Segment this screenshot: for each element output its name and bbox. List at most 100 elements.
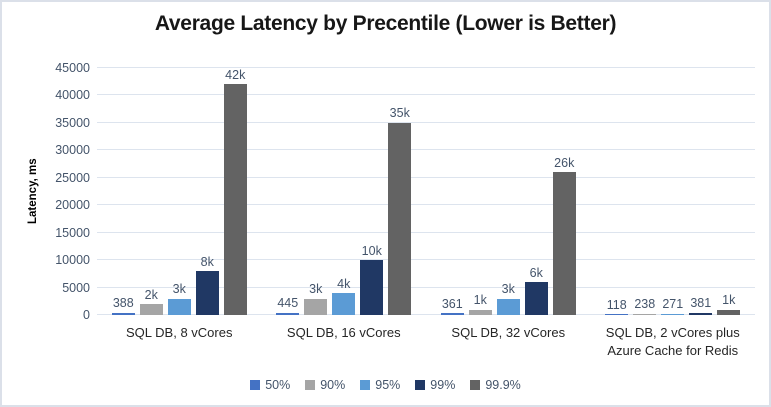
bar-value-label: 118 (606, 297, 627, 312)
bar-wrap: 26k (552, 68, 576, 315)
x-axis-category-label: SQL DB, 2 vCores plus Azure Cache for Re… (605, 325, 740, 358)
bar-value-label: 1k (722, 293, 736, 308)
bar (605, 314, 629, 315)
bar-value-label: 361 (441, 296, 463, 311)
legend: 50% 90% 95% 99% 99.9% (2, 378, 769, 392)
y-tick-label: 45000 (55, 61, 90, 75)
legend-label: 99% (430, 378, 456, 392)
bar-value-label: 2k (144, 287, 158, 302)
bar-value-label: 1k (473, 293, 487, 308)
gridline (97, 259, 755, 261)
legend-item: 99% (415, 378, 455, 392)
bar (304, 298, 328, 315)
bar (276, 312, 300, 315)
bar-wrap: 3k (167, 68, 191, 315)
bar (661, 313, 685, 315)
bar (223, 84, 247, 315)
plot-area: 388 2k 3k 8k 42k 445 3k 4k 10k 35k 361 1k 3k 6k 26k 118… (97, 67, 755, 315)
bar (524, 282, 548, 315)
bar-group: 361 1k 3k 6k 26k (426, 68, 591, 315)
bar-value-label: 271 (662, 297, 684, 312)
bar-wrap: 10k (360, 68, 384, 315)
bar (717, 309, 741, 315)
legend-swatch (250, 380, 261, 390)
gridline (97, 149, 755, 151)
legend-item: 90% (305, 378, 345, 392)
legend-item: 95% (360, 378, 400, 392)
bar (388, 122, 412, 315)
bar-value-label: 3k (309, 282, 323, 297)
bar-wrap: 381 (689, 68, 713, 315)
bar-wrap: 3k (496, 68, 520, 315)
gridline (97, 67, 755, 68)
legend-item: 50% (250, 378, 290, 392)
bar-wrap: 445 (276, 68, 300, 315)
y-tick-label: 25000 (55, 170, 90, 185)
bar (552, 172, 576, 315)
y-tick-label: 30000 (55, 143, 90, 158)
bar-wrap: 1k (468, 68, 492, 315)
bar (496, 298, 520, 315)
y-tick-label: 0 (83, 308, 90, 322)
bar (139, 304, 163, 315)
bar-value-label: 10k (361, 243, 382, 258)
legend-swatch (360, 380, 371, 390)
bar (468, 309, 492, 315)
bar (195, 271, 219, 315)
legend-swatch (305, 380, 316, 390)
bar-wrap: 238 (633, 68, 657, 315)
bar-value-label: 26k (554, 155, 575, 170)
x-axis-category-label: SQL DB, 16 vCores (286, 325, 401, 340)
gridline (97, 231, 755, 233)
bar-value-label: 388 (112, 296, 134, 311)
bar-wrap: 35k (388, 68, 412, 315)
y-tick-label: 20000 (55, 198, 90, 213)
bar-wrap: 3k (304, 68, 328, 315)
x-axis-category-label: SQL DB, 32 vCores (451, 325, 566, 340)
bar (360, 260, 384, 315)
bar (440, 313, 464, 315)
bar-value-label: 8k (200, 254, 214, 269)
legend-label: 99.9% (485, 378, 521, 392)
bar-value-label: 42k (225, 67, 246, 82)
bar (111, 312, 135, 315)
bar-value-label: 381 (690, 296, 712, 311)
gridline (97, 286, 755, 288)
legend-label: 90% (320, 378, 346, 392)
bar-wrap: 271 (661, 68, 685, 315)
bar-wrap: 1k (717, 68, 741, 315)
bar-value-label: 6k (529, 265, 543, 280)
bar-wrap: 8k (195, 68, 219, 315)
gridline (97, 121, 755, 123)
y-axis-ticks: 0 5000 10000 15000 20000 25000 30000 35000 40000… (30, 61, 90, 322)
bar-wrap: 42k (223, 67, 247, 315)
gridline (97, 94, 755, 96)
legend-swatch (470, 380, 481, 390)
gridline (97, 176, 755, 178)
gridline (97, 204, 755, 206)
bar-value-label: 238 (634, 297, 656, 312)
bar (633, 313, 657, 315)
y-tick-label: 10000 (55, 253, 90, 268)
bar (689, 312, 713, 315)
bar-wrap: 2k (139, 68, 163, 315)
bar-wrap: 361 (440, 68, 464, 315)
bar-wrap: 388 (111, 68, 135, 315)
legend-item: 99.9% (470, 378, 521, 392)
gridline (97, 314, 755, 315)
bar-value-label: 3k (172, 282, 186, 297)
bar-value-label: 35k (389, 106, 410, 121)
y-tick-label: 35000 (55, 115, 90, 130)
bar-wrap: 6k (524, 68, 548, 315)
y-tick-label: 40000 (55, 88, 90, 103)
chart-title: Average Latency by Precentile (Lower is … (154, 12, 617, 35)
bar-value-label: 4k (337, 276, 351, 291)
x-axis-labels: SQL DB, 8 vCores SQL DB, 16 vCores SQL DB,… (97, 324, 755, 359)
bar (167, 298, 191, 315)
bar-wrap: 4k (332, 68, 356, 315)
legend-swatch (415, 380, 426, 390)
x-axis-category-label: SQL DB, 8 vCores (126, 325, 233, 340)
legend-label: 50% (265, 378, 291, 392)
y-tick-label: 5000 (62, 280, 90, 295)
bar-group: 388 2k 3k 8k 42k (97, 68, 262, 315)
